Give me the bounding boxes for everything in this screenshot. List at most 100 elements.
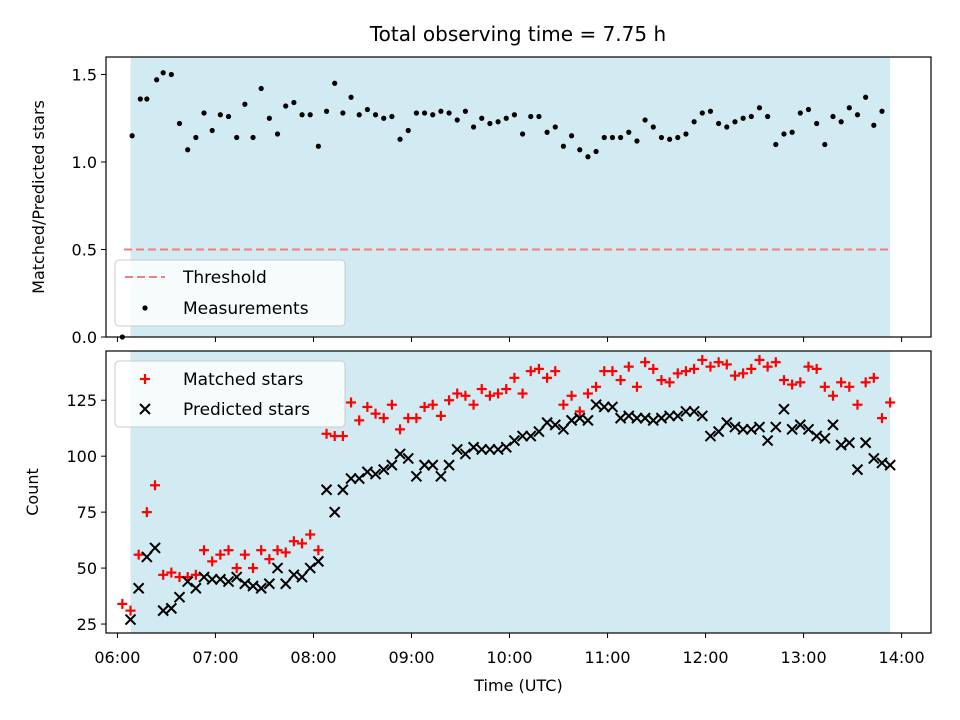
y-tick-label: 1.0 <box>72 153 97 172</box>
x-b <box>533 425 545 438</box>
plot-frame <box>105 350 932 634</box>
data-point <box>394 448 406 460</box>
x-b <box>859 437 872 449</box>
data-point <box>879 108 885 114</box>
data-point <box>558 399 569 410</box>
data-point <box>656 375 667 386</box>
data-point <box>787 379 798 390</box>
x-b <box>810 430 823 442</box>
x-b <box>239 578 251 590</box>
data-point <box>157 604 169 617</box>
x-b <box>500 441 512 453</box>
x-b <box>688 405 700 418</box>
data-point <box>323 108 330 114</box>
x-b <box>353 472 365 485</box>
x-b <box>198 571 210 583</box>
x-b <box>312 555 325 568</box>
data-point <box>149 542 161 554</box>
data-point <box>550 366 561 377</box>
data-point <box>729 421 741 433</box>
data-point <box>827 390 838 401</box>
data-point <box>761 434 774 447</box>
data-point <box>493 388 504 399</box>
data-point <box>248 563 259 574</box>
x-b <box>549 419 561 431</box>
data-point <box>386 399 397 410</box>
data-point <box>381 115 387 121</box>
data-point <box>696 410 708 422</box>
data-point <box>190 569 201 580</box>
data-point <box>299 112 305 118</box>
series-measurements <box>119 70 885 340</box>
data-point <box>528 113 534 120</box>
data-point <box>141 507 152 518</box>
data-point <box>672 368 683 379</box>
data-point <box>207 556 218 567</box>
x-b <box>484 443 496 456</box>
data-point <box>517 388 528 399</box>
x-b <box>631 412 643 424</box>
data-point <box>421 110 428 116</box>
data-point <box>378 413 389 424</box>
data-point <box>234 134 240 141</box>
data-point <box>533 425 545 438</box>
data-point <box>283 103 289 109</box>
x-b <box>761 434 774 447</box>
data-point <box>765 113 771 120</box>
data-point <box>503 115 509 121</box>
data-point <box>353 472 365 485</box>
data-point <box>337 484 349 496</box>
x-b <box>435 470 447 483</box>
x-tick-label: 13:00 <box>781 648 827 667</box>
data-point <box>699 110 705 116</box>
data-point <box>354 415 365 426</box>
y-axis-label: Matched/Predicted stars <box>29 100 48 294</box>
x-tick-label: 10:00 <box>486 648 532 667</box>
x-b <box>230 571 243 583</box>
data-point <box>443 459 455 471</box>
data-point <box>402 452 414 465</box>
x-b <box>492 443 504 456</box>
data-point <box>255 582 267 594</box>
x-b <box>451 443 463 456</box>
data-point <box>618 134 624 141</box>
x-tick-label: 11:00 <box>584 648 630 667</box>
x-b <box>794 419 807 431</box>
data-point <box>386 459 398 471</box>
x-b <box>337 484 349 496</box>
data-point <box>454 117 460 123</box>
data-point <box>868 452 880 465</box>
x-b <box>819 432 831 444</box>
data-point <box>230 571 243 583</box>
data-point <box>729 370 740 381</box>
legend: Matched stars Predicted stars <box>114 360 346 428</box>
data-point <box>378 463 390 476</box>
data-point <box>315 143 321 149</box>
data-point <box>348 94 354 100</box>
x-b <box>868 452 880 465</box>
x-b <box>574 412 586 424</box>
x-b <box>721 416 733 429</box>
data-point <box>582 388 593 399</box>
data-point <box>320 484 333 496</box>
data-point <box>487 120 493 127</box>
data-point <box>704 430 717 442</box>
data-point <box>811 363 822 374</box>
x-b <box>394 448 406 460</box>
series-predicted-stars <box>124 399 896 626</box>
x-tick-label: 09:00 <box>388 648 434 667</box>
x-b <box>770 421 782 433</box>
data-point <box>446 110 452 116</box>
data-point <box>444 395 455 406</box>
x-b <box>418 459 431 471</box>
data-point <box>598 401 610 413</box>
data-point <box>427 399 438 410</box>
x-b <box>876 457 888 469</box>
x-b <box>680 405 692 418</box>
data-point <box>362 401 373 412</box>
data-point <box>501 384 512 395</box>
data-point <box>536 113 542 120</box>
data-point <box>150 480 161 491</box>
data-point <box>215 549 226 560</box>
